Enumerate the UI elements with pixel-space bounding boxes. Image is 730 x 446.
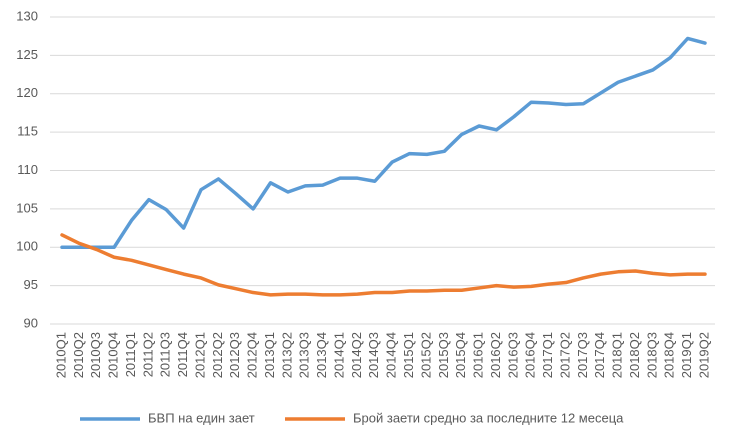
x-tick-label: 2012Q1: [192, 332, 207, 378]
y-tick-label: 90: [24, 315, 38, 330]
x-tick-label: 2011Q2: [140, 332, 155, 377]
legend-label: БВП на един зает: [148, 410, 255, 425]
x-tick-label: 2010Q1: [53, 332, 68, 378]
y-tick-label: 120: [16, 85, 38, 100]
x-tick-label: 2016Q1: [471, 332, 486, 378]
x-tick-label: 2016Q2: [488, 332, 503, 378]
x-tick-label: 2017Q3: [575, 332, 590, 378]
x-tick-label: 2014Q1: [331, 332, 346, 378]
x-tick-label: 2011Q1: [123, 332, 138, 377]
series-line: [60, 36, 707, 249]
x-tick-label: 2017Q4: [592, 332, 607, 378]
x-tick-label: 2012Q4: [245, 332, 260, 378]
x-tick-label: 2013Q3: [297, 332, 312, 378]
x-tick-label: 2013Q1: [262, 332, 277, 378]
x-tick-label: 2018Q1: [610, 332, 625, 378]
x-tick-label: 2018Q4: [662, 332, 677, 378]
y-tick-label: 125: [16, 47, 38, 62]
x-tick-label: 2017Q1: [540, 332, 555, 378]
x-tick-label: 2012Q2: [210, 332, 225, 378]
y-tick-label: 95: [24, 277, 38, 292]
x-tick-label: 2017Q2: [557, 332, 572, 378]
x-tick-label: 2012Q3: [227, 332, 242, 378]
x-tick-label: 2010Q2: [71, 332, 86, 378]
x-tick-label: 2015Q3: [436, 332, 451, 378]
x-tick-label: 2014Q4: [384, 332, 399, 378]
x-tick-label: 2018Q2: [627, 332, 642, 378]
x-tick-label: 2016Q4: [523, 332, 538, 378]
y-tick-label: 110: [17, 162, 38, 177]
y-tick-label: 105: [16, 200, 38, 215]
x-tick-label: 2015Q2: [418, 332, 433, 378]
x-tick-label: 2013Q4: [314, 332, 329, 378]
x-tick-label: 2010Q3: [88, 332, 103, 378]
x-tick-label: 2016Q3: [505, 332, 520, 378]
x-tick-label: 2011Q4: [175, 332, 190, 377]
y-tick-label: 115: [17, 124, 38, 139]
x-tick-label: 2010Q4: [106, 332, 121, 378]
x-tick-label: 2015Q4: [453, 332, 468, 378]
x-tick-label: 2013Q2: [279, 332, 294, 378]
x-tick-label: 2019Q1: [679, 332, 694, 378]
y-tick-label: 130: [16, 8, 38, 23]
x-tick-label: 2019Q2: [696, 332, 711, 378]
x-tick-label: 2015Q1: [401, 332, 416, 378]
legend-label: Брой заети средно за последните 12 месец…: [353, 410, 624, 425]
x-tick-label: 2014Q3: [366, 332, 381, 378]
x-tick-label: 2018Q3: [644, 332, 659, 378]
x-tick-label: 2014Q2: [349, 332, 364, 378]
y-tick-label: 100: [16, 239, 38, 254]
x-tick-label: 2011Q3: [158, 332, 173, 377]
series-line: [60, 233, 707, 297]
